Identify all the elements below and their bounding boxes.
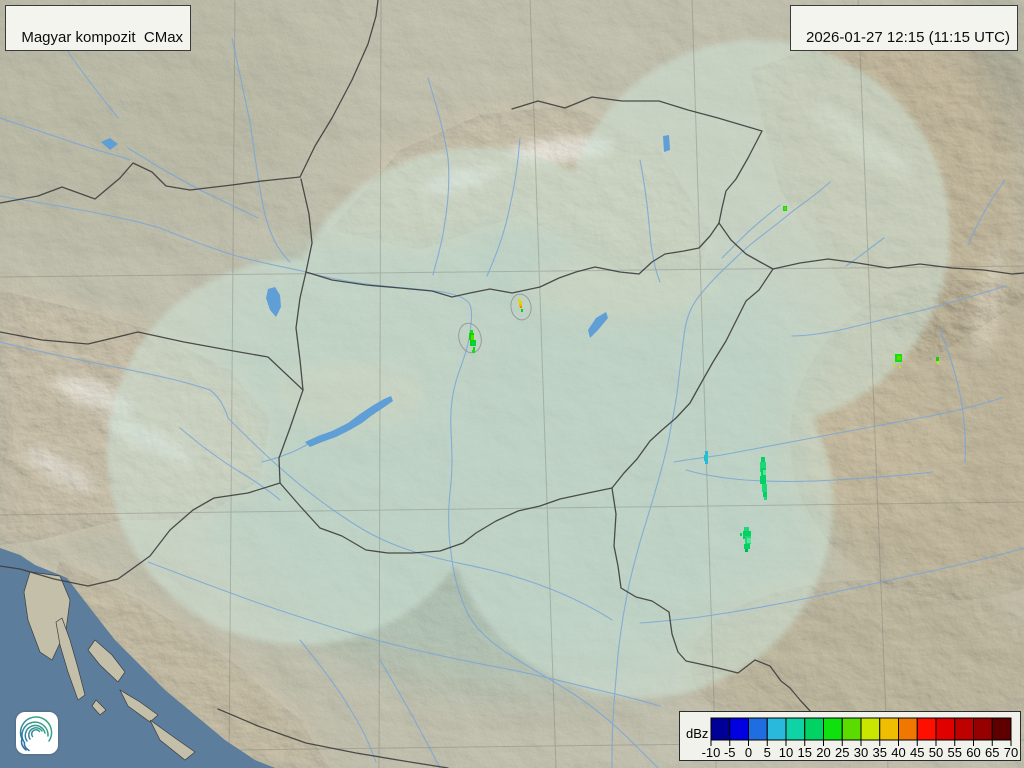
svg-text:45: 45 bbox=[910, 745, 924, 760]
met-service-logo bbox=[16, 712, 58, 754]
svg-text:-5: -5 bbox=[724, 745, 736, 760]
svg-text:15: 15 bbox=[798, 745, 812, 760]
svg-text:5: 5 bbox=[764, 745, 771, 760]
timestamp: 2026-01-27 12:15 (11:15 UTC) bbox=[805, 29, 1010, 46]
adriatic-sea bbox=[0, 548, 275, 768]
echo-2 bbox=[518, 299, 523, 312]
echo-3 bbox=[704, 451, 708, 464]
echo-6 bbox=[783, 206, 787, 211]
radar-echo-layer bbox=[469, 206, 939, 552]
rivers-layer bbox=[0, 37, 1024, 768]
lake-balaton bbox=[305, 396, 393, 447]
svg-text:dBz: dBz bbox=[686, 726, 708, 741]
echo-7 bbox=[893, 354, 902, 368]
product-title-box: Magyar kompozit CMax bbox=[5, 5, 192, 51]
svg-text:35: 35 bbox=[873, 745, 887, 760]
echo-4 bbox=[760, 457, 767, 500]
spiral-cyclone-icon bbox=[19, 716, 53, 752]
secondary-ring bbox=[510, 293, 532, 321]
svg-text:60: 60 bbox=[966, 745, 980, 760]
colorbar-box: dBz -10 -5 0 5 10 15 20 25 30 35 40 45 50 55 60 65 70 bbox=[679, 711, 1021, 761]
islands bbox=[23, 571, 196, 761]
svg-text:40: 40 bbox=[891, 745, 905, 760]
svg-text:30: 30 bbox=[854, 745, 868, 760]
svg-text:-10: -10 bbox=[702, 745, 721, 760]
product-title: Magyar kompozit CMax bbox=[21, 29, 184, 46]
echo-8 bbox=[936, 357, 939, 364]
svg-text:25: 25 bbox=[835, 745, 849, 760]
svg-text:50: 50 bbox=[929, 745, 943, 760]
radar-coverage-layer bbox=[107, 40, 950, 698]
svg-text:20: 20 bbox=[816, 745, 830, 760]
timestamp-box: 2026-01-27 12:15 (11:15 UTC) bbox=[789, 5, 1018, 51]
lake-tisza bbox=[588, 312, 608, 338]
lakes-layer bbox=[101, 135, 670, 447]
echo-5 bbox=[740, 527, 751, 552]
colorbar-canvas: dBz -10 -5 0 5 10 15 20 25 30 35 40 45 50 55 60 65 70 bbox=[686, 717, 1018, 760]
svg-text:0: 0 bbox=[745, 745, 752, 760]
echo-1 bbox=[469, 330, 476, 353]
svg-text:55: 55 bbox=[948, 745, 962, 760]
svg-text:70: 70 bbox=[1004, 745, 1018, 760]
lake-neusiedl bbox=[266, 287, 281, 317]
svg-text:65: 65 bbox=[985, 745, 999, 760]
svg-text:10: 10 bbox=[779, 745, 793, 760]
